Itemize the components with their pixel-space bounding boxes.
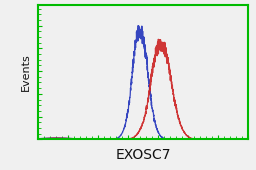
Y-axis label: Events: Events bbox=[21, 53, 31, 91]
X-axis label: EXOSC7: EXOSC7 bbox=[116, 148, 171, 162]
